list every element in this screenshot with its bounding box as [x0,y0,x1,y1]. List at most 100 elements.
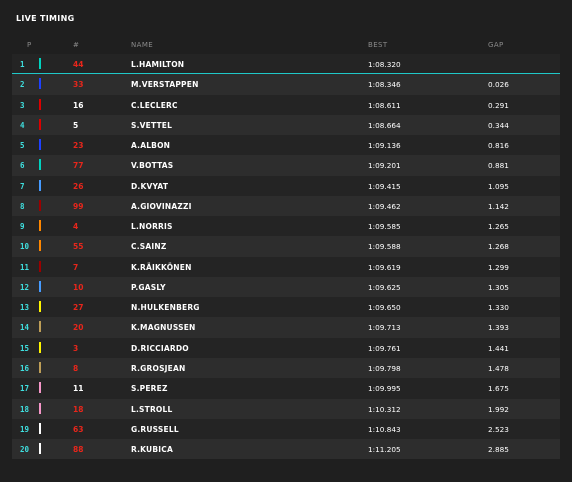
driver-name-cell: A.GIOVINAZZI [131,201,192,211]
driver-name-cell: G.RUSSELL [131,424,179,434]
table-row[interactable]: 14 20 K.MAGNUSSEN 1:09.713 1.393 [12,317,560,338]
team-color-bar [39,98,41,110]
position-cell: 15 [20,343,30,353]
gap-cell: 1.305 [488,282,509,292]
car-number-cell: 77 [73,161,84,171]
position-cell: 18 [20,404,30,414]
driver-name-cell: S.PEREZ [131,384,168,394]
table-row[interactable]: 16 8 R.GROSJEAN 1:09.798 1.478 [12,357,560,379]
car-number-cell: 16 [73,100,84,110]
position-cell: 20 [20,445,30,455]
header-best: BEST [368,41,388,49]
table-row[interactable]: 4 5 S.VETTEL 1:08.664 0.344 [12,114,560,136]
car-number-cell: 63 [73,424,84,434]
gap-cell: 1.095 [488,181,509,191]
driver-name-cell: A.ALBON [131,141,171,151]
gap-cell: 0.026 [488,80,509,90]
position-cell: 14 [20,323,30,333]
position-cell: 11 [20,262,30,272]
car-number-cell: 20 [73,323,84,333]
car-number-cell: 27 [73,303,84,313]
best-lap-cell: 1:09.415 [368,181,401,191]
position-cell: 3 [20,100,25,110]
table-row[interactable]: 9 4 L.NORRIS 1:09.585 1.265 [12,216,560,237]
table-row[interactable]: 17 11 S.PEREZ 1:09.995 1.675 [12,378,560,399]
best-lap-cell: 1:09.625 [368,282,401,292]
gap-cell: 0.881 [488,161,509,171]
position-cell: 4 [20,120,25,130]
table-row[interactable]: 1 44 L.HAMILTON 1:08.320 [12,54,560,75]
team-color-bar [39,402,41,414]
gap-cell: 1.268 [488,242,509,252]
driver-name-cell: P.GASLY [131,282,166,292]
position-cell: 13 [20,303,30,313]
table-row[interactable]: 15 3 D.RICCIARDO 1:09.761 1.441 [12,337,560,358]
team-color-bar [39,220,41,232]
team-color-bar [39,280,41,292]
position-cell: 2 [20,80,25,90]
team-color-bar [39,78,41,90]
driver-name-cell: C.SAINZ [131,242,167,252]
table-row[interactable]: 19 63 G.RUSSELL 1:10.843 2.523 [12,418,560,440]
car-number-cell: 10 [73,282,84,292]
best-lap-cell: 1:11.205 [368,445,401,455]
header-position: P [27,41,32,49]
gap-cell: 1.675 [488,384,509,394]
table-row[interactable]: 11 7 K.RÄIKKÖNEN 1:09.619 1.299 [12,256,560,277]
driver-name-cell: L.STROLL [131,404,173,414]
car-number-cell: 11 [73,384,84,394]
best-lap-cell: 1:09.619 [368,262,401,272]
team-color-bar [39,382,41,394]
header-gap: GAP [488,41,504,49]
table-row[interactable]: 13 27 N.HULKENBERG 1:09.650 1.330 [12,297,560,318]
gap-cell: 1.265 [488,222,509,232]
gap-cell: 0.291 [488,100,509,110]
best-lap-cell: 1:09.588 [368,242,401,252]
car-number-cell: 5 [73,120,79,130]
team-color-bar [39,199,41,211]
table-row[interactable]: 10 55 C.SAINZ 1:09.588 1.268 [12,236,560,257]
best-lap-cell: 1:09.462 [368,201,401,211]
team-color-bar [39,179,41,191]
driver-name-cell: D.KVYAT [131,181,169,191]
car-number-cell: 55 [73,242,84,252]
table-row[interactable]: 18 18 L.STROLL 1:10.312 1.992 [12,398,560,419]
timing-table: 1 44 L.HAMILTON 1:08.320 2 33 M.VERSTAPPEN 1:08… [12,54,560,460]
best-lap-cell: 1:09.585 [368,222,401,232]
gap-cell: 1.478 [488,363,509,373]
team-color-bar [39,361,41,373]
team-color-bar [39,321,41,333]
header-name: NAME [131,41,154,49]
table-row[interactable]: 20 88 R.KUBICA 1:11.205 2.885 [12,439,560,460]
position-cell: 7 [20,181,25,191]
team-color-bar [39,260,41,272]
gap-cell: 1.142 [488,201,509,211]
table-header: P # NAME BEST GAP [12,38,560,52]
gap-cell: 2.885 [488,445,509,455]
gap-cell: 1.299 [488,262,509,272]
team-color-bar [39,422,41,434]
table-row[interactable]: 2 33 M.VERSTAPPEN 1:08.346 0.026 [12,74,560,95]
position-cell: 6 [20,161,25,171]
car-number-cell: 44 [73,60,84,69]
table-row[interactable]: 7 26 D.KVYAT 1:09.415 1.095 [12,175,560,196]
position-cell: 9 [20,222,25,232]
driver-name-cell: K.RÄIKKÖNEN [131,262,192,272]
team-color-bar [39,443,41,455]
car-number-cell: 18 [73,404,84,414]
table-row[interactable]: 5 23 A.ALBON 1:09.136 0.816 [12,135,560,156]
table-row[interactable]: 12 10 P.GASLY 1:09.625 1.305 [12,276,560,298]
table-row[interactable]: 3 16 C.LECLERC 1:08.611 0.291 [12,94,560,115]
driver-name-cell: K.MAGNUSSEN [131,323,196,333]
team-color-bar [39,139,41,151]
best-lap-cell: 1:08.346 [368,80,401,90]
gap-cell: 1.992 [488,404,509,414]
gap-cell: 0.816 [488,141,509,151]
gap-cell: 1.330 [488,303,509,313]
driver-name-cell: L.HAMILTON [131,60,185,69]
table-row[interactable]: 8 99 A.GIOVINAZZI 1:09.462 1.142 [12,195,560,217]
team-color-bar [39,301,41,313]
position-cell: 12 [20,282,30,292]
table-row[interactable]: 6 77 V.BOTTAS 1:09.201 0.881 [12,155,560,176]
driver-name-cell: L.NORRIS [131,222,173,232]
